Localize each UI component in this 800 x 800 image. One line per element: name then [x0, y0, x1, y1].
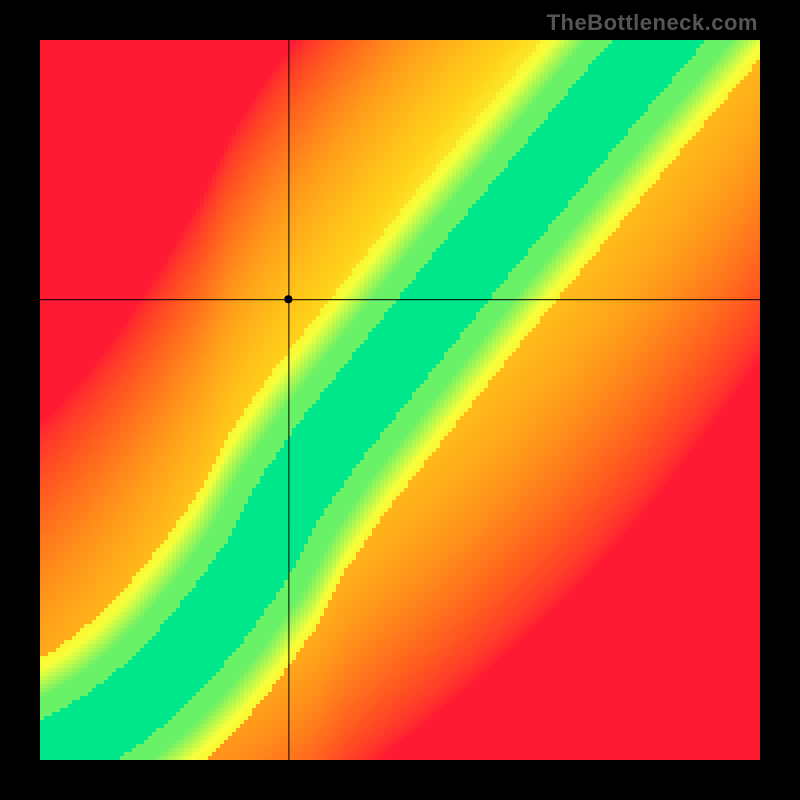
chart-root: TheBottleneck.com — [0, 0, 800, 800]
bottleneck-heatmap — [40, 40, 760, 760]
watermark-text: TheBottleneck.com — [547, 10, 758, 36]
